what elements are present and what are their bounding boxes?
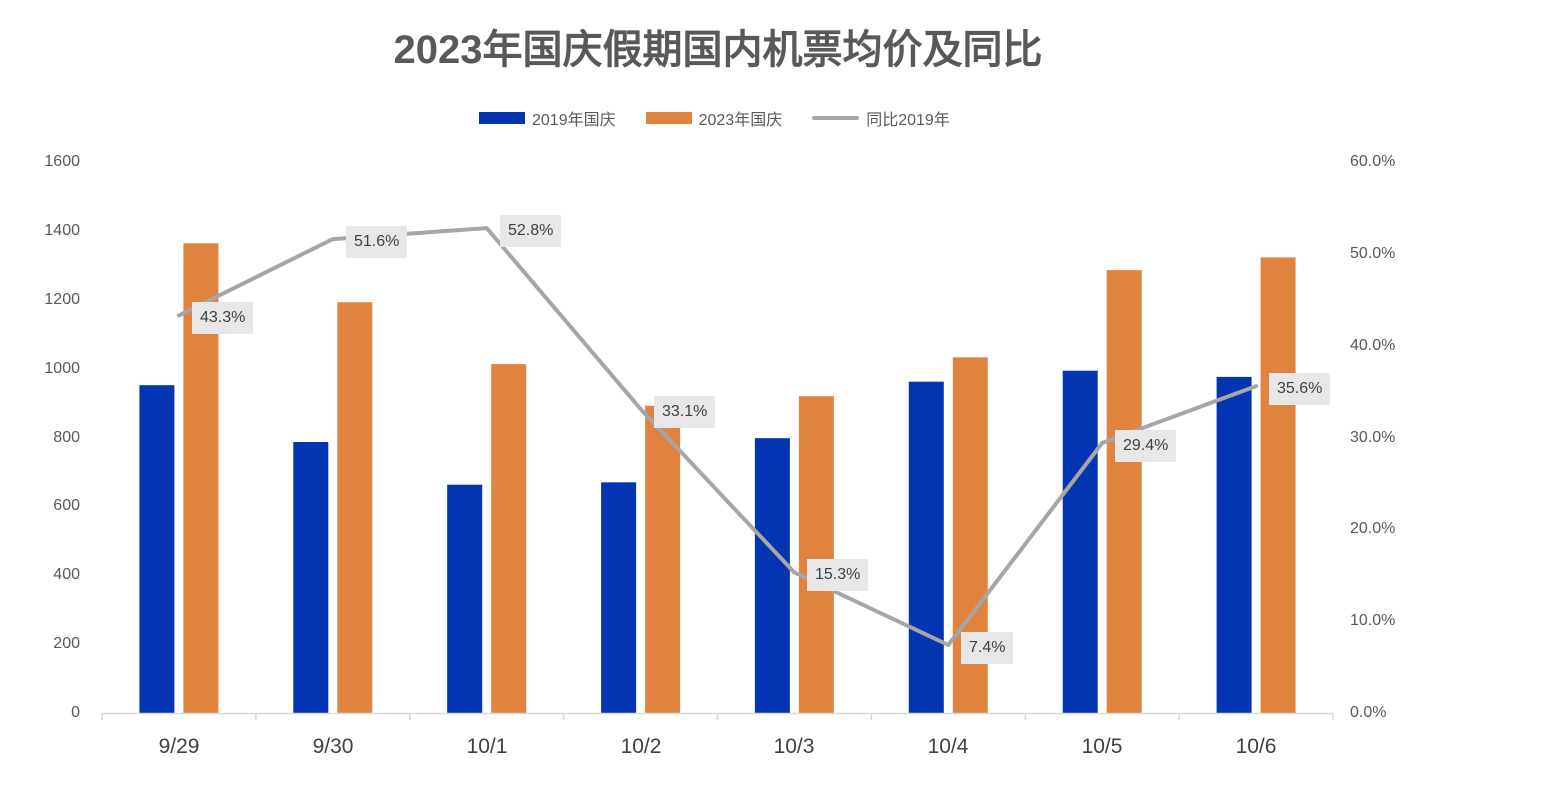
bar-series-1-1 bbox=[337, 302, 373, 713]
y-right-tick-label: 50.0% bbox=[1350, 245, 1396, 262]
x-category-label: 10/3 bbox=[773, 735, 815, 758]
legend-swatch-2023 bbox=[645, 112, 692, 124]
legend-label-yoy: 同比2019年 bbox=[866, 112, 950, 129]
y-right-tick-label: 10.0% bbox=[1350, 612, 1396, 629]
legend-swatch-2019 bbox=[479, 112, 525, 124]
y-left-tick-label: 600 bbox=[53, 497, 80, 514]
y-right-tick-label: 30.0% bbox=[1350, 429, 1396, 446]
bar-series-1-2 bbox=[491, 364, 527, 713]
x-category-label: 10/1 bbox=[466, 735, 508, 758]
legend-item-2019: 2019年国庆 bbox=[479, 106, 616, 130]
x-category-label: 10/5 bbox=[1081, 735, 1123, 758]
x-category-label: 10/2 bbox=[620, 735, 662, 758]
yoy-data-label-3: 33.1% bbox=[654, 396, 716, 428]
legend-swatch-yoy-line bbox=[812, 116, 860, 120]
y-right-tick-label: 20.0% bbox=[1350, 520, 1396, 537]
bar-series-0-0 bbox=[139, 385, 175, 713]
chart-legend: 2019年国庆 2023年国庆 同比2019年 bbox=[479, 106, 950, 130]
legend-label-2023: 2023年国庆 bbox=[698, 112, 783, 129]
legend-item-yoy: 同比2019年 bbox=[812, 106, 950, 130]
yoy-data-label-7: 35.6% bbox=[1269, 373, 1331, 405]
yoy-data-label-4: 15.3% bbox=[807, 559, 869, 591]
x-category-label: 10/6 bbox=[1235, 735, 1277, 758]
yoy-data-label-0: 43.3% bbox=[192, 302, 254, 334]
bar-series-0-4 bbox=[754, 438, 790, 713]
y-left-tick-label: 800 bbox=[53, 429, 80, 446]
y-left-tick-label: 200 bbox=[53, 635, 80, 652]
y-left-tick-label: 1600 bbox=[44, 153, 80, 170]
y-left-tick-label: 1200 bbox=[44, 291, 80, 308]
bar-series-0-5 bbox=[908, 381, 944, 713]
bar-series-1-4 bbox=[798, 396, 834, 713]
legend-item-2023: 2023年国庆 bbox=[645, 106, 783, 130]
yoy-data-label-5: 7.4% bbox=[961, 632, 1014, 664]
bar-series-0-7 bbox=[1216, 376, 1252, 713]
y-right-tick-label: 40.0% bbox=[1350, 337, 1396, 354]
y-right-tick-label: 60.0% bbox=[1350, 153, 1396, 170]
yoy-data-label-1: 51.6% bbox=[346, 226, 408, 258]
bar-series-0-6 bbox=[1062, 370, 1098, 713]
x-category-label: 9/30 bbox=[312, 735, 354, 758]
bar-series-0-1 bbox=[293, 442, 329, 713]
bar-series-1-3 bbox=[645, 405, 681, 713]
bar-series-0-2 bbox=[447, 484, 483, 713]
x-category-label: 10/4 bbox=[927, 735, 969, 758]
y-left-tick-label: 400 bbox=[53, 566, 80, 583]
yoy-data-label-2: 52.8% bbox=[500, 215, 562, 247]
x-category-label: 9/29 bbox=[158, 735, 200, 758]
bar-series-0-3 bbox=[601, 482, 637, 713]
bar-series-1-6 bbox=[1106, 270, 1142, 713]
chart-title: 2023年国庆假期国内机票均价及同比 bbox=[393, 28, 1043, 72]
bar-series-1-7 bbox=[1260, 257, 1296, 713]
yoy-data-label-6: 29.4% bbox=[1115, 430, 1177, 462]
y-left-tick-label: 1400 bbox=[44, 222, 80, 239]
y-left-tick-label: 1000 bbox=[44, 360, 80, 377]
y-right-tick-label: 0.0% bbox=[1350, 704, 1387, 721]
y-left-tick-label: 0 bbox=[71, 704, 80, 721]
legend-label-2019: 2019年国庆 bbox=[532, 112, 616, 129]
